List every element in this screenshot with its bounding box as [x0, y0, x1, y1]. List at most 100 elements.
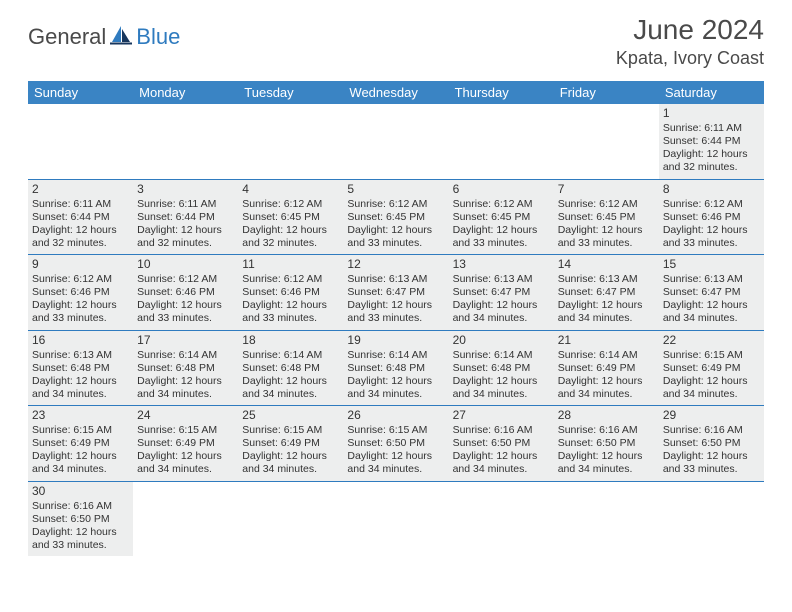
sunset-text: Sunset: 6:48 PM: [453, 362, 550, 375]
sunset-text: Sunset: 6:49 PM: [137, 437, 234, 450]
day-number: 3: [137, 182, 234, 197]
day-number: 9: [32, 257, 129, 272]
calendar-cell: 17Sunrise: 6:14 AMSunset: 6:48 PMDayligh…: [133, 330, 238, 406]
sunrise-text: Sunrise: 6:13 AM: [558, 273, 655, 286]
daylight-text: and 34 minutes.: [558, 463, 655, 476]
day-number: 18: [242, 333, 339, 348]
day-number: 23: [32, 408, 129, 423]
daylight-text: and 34 minutes.: [32, 388, 129, 401]
daylight-text: Daylight: 12 hours: [663, 450, 760, 463]
calendar-cell: [554, 481, 659, 556]
day-number: 13: [453, 257, 550, 272]
calendar-row: 1Sunrise: 6:11 AMSunset: 6:44 PMDaylight…: [28, 104, 764, 179]
daylight-text: and 34 minutes.: [137, 388, 234, 401]
calendar-cell: 27Sunrise: 6:16 AMSunset: 6:50 PMDayligh…: [449, 406, 554, 482]
daylight-text: Daylight: 12 hours: [558, 224, 655, 237]
daylight-text: and 34 minutes.: [663, 388, 760, 401]
sunset-text: Sunset: 6:48 PM: [242, 362, 339, 375]
sunrise-text: Sunrise: 6:14 AM: [137, 349, 234, 362]
sunrise-text: Sunrise: 6:12 AM: [242, 198, 339, 211]
sunset-text: Sunset: 6:48 PM: [137, 362, 234, 375]
daylight-text: Daylight: 12 hours: [663, 224, 760, 237]
weekday-header-row: Sunday Monday Tuesday Wednesday Thursday…: [28, 81, 764, 104]
sunset-text: Sunset: 6:44 PM: [137, 211, 234, 224]
day-number: 24: [137, 408, 234, 423]
sunrise-text: Sunrise: 6:16 AM: [453, 424, 550, 437]
daylight-text: and 34 minutes.: [32, 463, 129, 476]
sail-icon: [110, 25, 132, 50]
daylight-text: Daylight: 12 hours: [32, 450, 129, 463]
sunrise-text: Sunrise: 6:14 AM: [453, 349, 550, 362]
sunrise-text: Sunrise: 6:12 AM: [137, 273, 234, 286]
weekday-header: Friday: [554, 81, 659, 104]
day-number: 20: [453, 333, 550, 348]
calendar-cell: [238, 104, 343, 179]
calendar-cell: 8Sunrise: 6:12 AMSunset: 6:46 PMDaylight…: [659, 179, 764, 255]
day-number: 16: [32, 333, 129, 348]
calendar-cell: 18Sunrise: 6:14 AMSunset: 6:48 PMDayligh…: [238, 330, 343, 406]
sunset-text: Sunset: 6:48 PM: [347, 362, 444, 375]
title-block: June 2024 Kpata, Ivory Coast: [616, 14, 764, 69]
sunset-text: Sunset: 6:49 PM: [242, 437, 339, 450]
day-number: 7: [558, 182, 655, 197]
daylight-text: Daylight: 12 hours: [558, 375, 655, 388]
sunset-text: Sunset: 6:50 PM: [347, 437, 444, 450]
daylight-text: and 33 minutes.: [32, 539, 129, 552]
calendar-row: 16Sunrise: 6:13 AMSunset: 6:48 PMDayligh…: [28, 330, 764, 406]
day-number: 4: [242, 182, 339, 197]
calendar-cell: 11Sunrise: 6:12 AMSunset: 6:46 PMDayligh…: [238, 255, 343, 331]
calendar-cell: 30Sunrise: 6:16 AMSunset: 6:50 PMDayligh…: [28, 481, 133, 556]
weekday-header: Thursday: [449, 81, 554, 104]
brand-text-blue: Blue: [136, 24, 180, 50]
day-number: 2: [32, 182, 129, 197]
day-number: 17: [137, 333, 234, 348]
daylight-text: Daylight: 12 hours: [32, 375, 129, 388]
sunrise-text: Sunrise: 6:16 AM: [32, 500, 129, 513]
sunrise-text: Sunrise: 6:11 AM: [663, 122, 760, 135]
sunrise-text: Sunrise: 6:13 AM: [32, 349, 129, 362]
sunrise-text: Sunrise: 6:12 AM: [558, 198, 655, 211]
daylight-text: Daylight: 12 hours: [347, 299, 444, 312]
sunset-text: Sunset: 6:46 PM: [32, 286, 129, 299]
daylight-text: Daylight: 12 hours: [663, 375, 760, 388]
sunrise-text: Sunrise: 6:12 AM: [242, 273, 339, 286]
daylight-text: Daylight: 12 hours: [32, 299, 129, 312]
sunrise-text: Sunrise: 6:15 AM: [663, 349, 760, 362]
daylight-text: Daylight: 12 hours: [558, 450, 655, 463]
calendar-cell: 25Sunrise: 6:15 AMSunset: 6:49 PMDayligh…: [238, 406, 343, 482]
calendar-cell: 1Sunrise: 6:11 AMSunset: 6:44 PMDaylight…: [659, 104, 764, 179]
calendar-cell: 20Sunrise: 6:14 AMSunset: 6:48 PMDayligh…: [449, 330, 554, 406]
sunset-text: Sunset: 6:47 PM: [453, 286, 550, 299]
day-number: 10: [137, 257, 234, 272]
calendar-cell: 23Sunrise: 6:15 AMSunset: 6:49 PMDayligh…: [28, 406, 133, 482]
sunrise-text: Sunrise: 6:12 AM: [663, 198, 760, 211]
calendar-cell: 16Sunrise: 6:13 AMSunset: 6:48 PMDayligh…: [28, 330, 133, 406]
daylight-text: and 34 minutes.: [453, 463, 550, 476]
calendar-row: 23Sunrise: 6:15 AMSunset: 6:49 PMDayligh…: [28, 406, 764, 482]
calendar-cell: [238, 481, 343, 556]
calendar-cell: 29Sunrise: 6:16 AMSunset: 6:50 PMDayligh…: [659, 406, 764, 482]
daylight-text: and 34 minutes.: [137, 463, 234, 476]
daylight-text: and 34 minutes.: [347, 388, 444, 401]
daylight-text: and 32 minutes.: [663, 161, 760, 174]
calendar-cell: 13Sunrise: 6:13 AMSunset: 6:47 PMDayligh…: [449, 255, 554, 331]
daylight-text: and 34 minutes.: [663, 312, 760, 325]
calendar-cell: [343, 104, 448, 179]
sunset-text: Sunset: 6:48 PM: [32, 362, 129, 375]
sunset-text: Sunset: 6:46 PM: [663, 211, 760, 224]
day-number: 6: [453, 182, 550, 197]
sunrise-text: Sunrise: 6:11 AM: [137, 198, 234, 211]
day-number: 26: [347, 408, 444, 423]
daylight-text: Daylight: 12 hours: [32, 526, 129, 539]
calendar-cell: 21Sunrise: 6:14 AMSunset: 6:49 PMDayligh…: [554, 330, 659, 406]
calendar-cell: 24Sunrise: 6:15 AMSunset: 6:49 PMDayligh…: [133, 406, 238, 482]
daylight-text: Daylight: 12 hours: [242, 224, 339, 237]
daylight-text: Daylight: 12 hours: [347, 375, 444, 388]
daylight-text: Daylight: 12 hours: [453, 299, 550, 312]
brand-text-general: General: [28, 24, 106, 50]
daylight-text: Daylight: 12 hours: [242, 450, 339, 463]
daylight-text: and 33 minutes.: [347, 312, 444, 325]
sunset-text: Sunset: 6:45 PM: [347, 211, 444, 224]
sunset-text: Sunset: 6:50 PM: [453, 437, 550, 450]
daylight-text: and 33 minutes.: [663, 463, 760, 476]
